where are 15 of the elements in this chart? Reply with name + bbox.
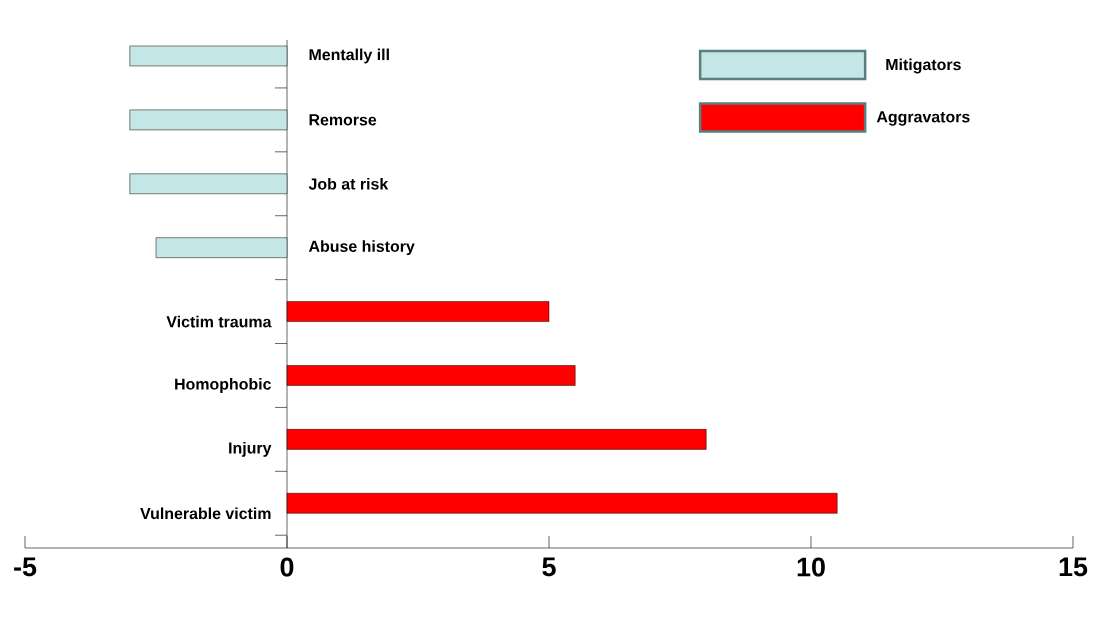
x-tick-label: -5 xyxy=(14,557,37,577)
x-tick-label: 15 xyxy=(1059,557,1088,577)
y-tick-label: Mentally ill xyxy=(309,48,389,64)
x-tick-label: 5 xyxy=(542,557,556,577)
y-tick-label: Remorse xyxy=(309,114,377,126)
y-tick-label: Abuse history xyxy=(308,240,415,256)
text: Aggravators xyxy=(876,111,970,126)
y-tick-label: Vulnerable victim xyxy=(140,507,271,520)
x-tick-label: 0 xyxy=(280,557,294,577)
y-tick-label: Injury xyxy=(229,441,272,457)
x-tick-label: 10 xyxy=(797,557,825,577)
text: Mitigators xyxy=(886,58,961,74)
y-tick-label: Job at risk xyxy=(308,177,389,190)
y-tick-label: Victim trauma xyxy=(166,315,272,328)
y-tick-label: Homophobic xyxy=(175,378,272,393)
